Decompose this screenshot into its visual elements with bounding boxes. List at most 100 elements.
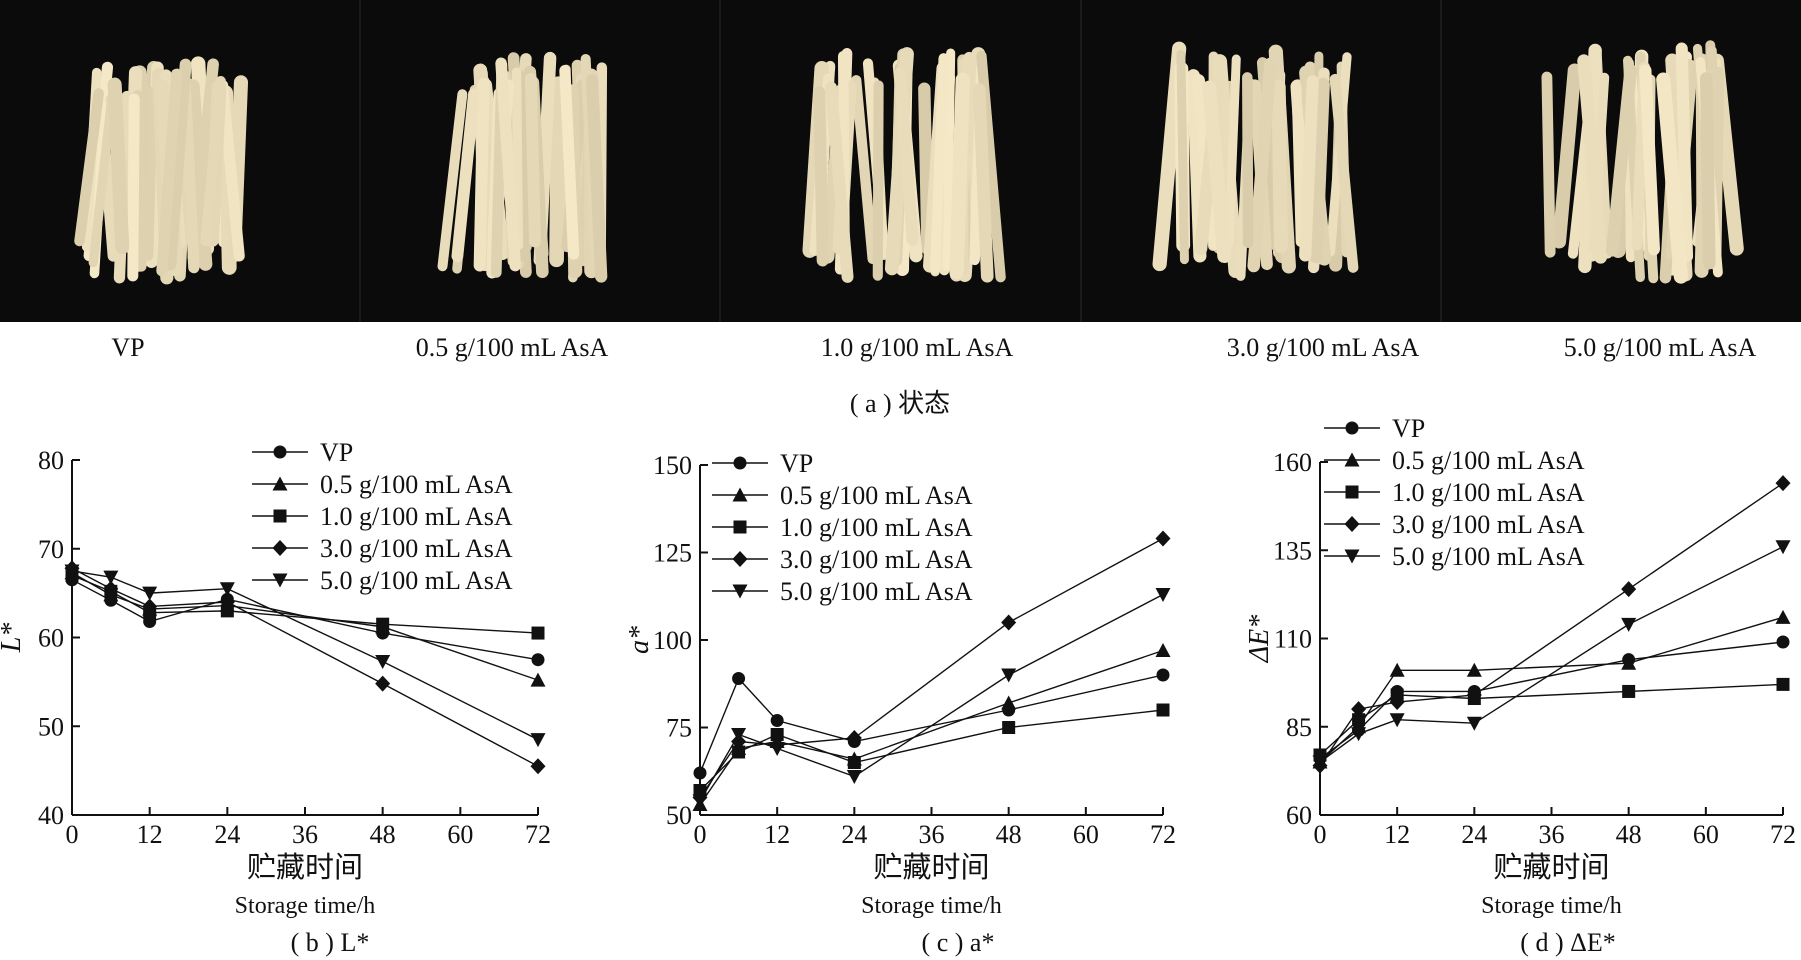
series-1 (1312, 609, 1791, 769)
data-point-square (1002, 721, 1016, 734)
series-line (1319, 683, 1784, 756)
legend-label: 5.0 g/100 mL AsA (780, 577, 973, 606)
data-point-triangle-down (142, 586, 158, 601)
x-tick-label: 72 (1150, 820, 1176, 849)
legend-label: 3.0 g/100 mL AsA (780, 545, 973, 574)
legend-item: VP (1324, 414, 1425, 443)
x-tick-label: 72 (1770, 820, 1796, 849)
potato-strip (548, 76, 566, 268)
data-point-triangle-down (1155, 588, 1171, 602)
data-point-square (1156, 703, 1170, 717)
y-tick-label: 150 (653, 451, 692, 480)
photo-label-1-0: 1.0 g/100 mL AsA (820, 333, 1014, 362)
photo-5-0-asa (1440, 0, 1801, 322)
photo-strip (0, 0, 1801, 322)
potato-strip (1639, 64, 1661, 256)
data-point-diamond (1389, 694, 1405, 711)
data-point-triangle-down (732, 584, 748, 599)
data-point-diamond (1466, 686, 1482, 703)
data-point-circle (531, 653, 545, 667)
data-point-triangle-up (1621, 655, 1637, 670)
data-point-diamond (142, 598, 158, 615)
x-axis-label-en: Storage time/h (235, 893, 376, 919)
x-tick-label: 60 (1693, 820, 1719, 849)
photo-label-vp: VP (111, 333, 145, 362)
data-point-triangle-down (103, 570, 119, 585)
series-1 (692, 643, 1171, 811)
potato-strip (88, 93, 117, 268)
legend-label: 1.0 g/100 mL AsA (320, 502, 513, 531)
data-point-triangle-down (1466, 716, 1482, 731)
x-tick-label: 24 (214, 820, 240, 849)
data-point-triangle-down (1001, 668, 1017, 683)
data-point-diamond (1621, 581, 1637, 598)
potato-strip (872, 80, 884, 281)
data-point-square (732, 745, 746, 759)
potato-strip (585, 74, 607, 283)
series-2 (693, 703, 1170, 797)
data-point-circle (733, 456, 747, 470)
potato-strips-image (1152, 41, 1359, 281)
data-point-square (770, 728, 784, 741)
y-tick-label: 60 (1286, 801, 1312, 830)
data-point-diamond (1344, 516, 1360, 532)
x-tick-label: 48 (370, 820, 396, 849)
legend-item: 5.0 g/100 mL AsA (1324, 542, 1585, 571)
potato-strip (825, 81, 854, 283)
data-point-circle (770, 714, 784, 727)
series-line (71, 570, 539, 741)
data-point-triangle-down (375, 654, 391, 669)
data-point-diamond (1351, 701, 1367, 718)
legend-label: 0.5 g/100 mL AsA (320, 470, 513, 499)
data-point-circle (1345, 421, 1359, 435)
data-point-square (273, 509, 287, 523)
potato-strip (1577, 54, 1608, 264)
x-tick-label: 72 (525, 820, 551, 849)
legend-label: 0.5 g/100 mL AsA (780, 481, 973, 510)
potato-strips-image (74, 56, 249, 285)
potato-strips-image (1541, 40, 1745, 284)
y-tick-label: 50 (38, 712, 64, 741)
series-line (71, 567, 539, 767)
legend-item: 0.5 g/100 mL AsA (252, 470, 513, 499)
potato-strip (1676, 42, 1694, 263)
data-point-triangle-down (64, 564, 80, 579)
data-point-triangle-down (846, 770, 862, 784)
legend-label: 0.5 g/100 mL AsA (1392, 446, 1585, 475)
series-4 (1312, 540, 1791, 770)
x-axis-label-en: Storage time/h (1481, 893, 1622, 919)
photo-3-0-asa (1079, 0, 1441, 322)
x-tick-label: 48 (996, 820, 1022, 849)
x-tick-label: 60 (447, 820, 473, 849)
data-point-square (733, 520, 747, 534)
x-axis-label: 贮藏时间 (247, 850, 363, 884)
potato-strips-image (437, 51, 607, 283)
y-tick-label: 160 (1273, 448, 1312, 477)
y-tick-label: 60 (38, 624, 64, 653)
potato-strip (949, 72, 971, 280)
series-0 (693, 668, 1170, 780)
photo-label-3-0: 3.0 g/100 mL AsA (1226, 333, 1420, 362)
series-line (699, 649, 1164, 805)
potato-strip (973, 83, 994, 283)
x-tick-label: 0 (66, 820, 79, 849)
photo-vp (0, 0, 359, 322)
series-line (699, 537, 1164, 798)
legend-label: VP (1392, 414, 1425, 443)
potato-strip (1298, 75, 1319, 262)
potato-strip (524, 72, 541, 248)
data-point-triangle-down (272, 573, 288, 588)
data-point-square (1352, 713, 1366, 727)
x-tick-label: 60 (1073, 820, 1099, 849)
legend-item: 0.5 g/100 mL AsA (1324, 446, 1585, 475)
y-axis-label: L* (0, 623, 27, 654)
potato-strip (1700, 72, 1716, 270)
data-point-triangle-up (272, 476, 288, 491)
potato-strip (1241, 72, 1254, 249)
data-point-triangle-down (692, 794, 708, 809)
data-point-diamond (375, 675, 391, 692)
x-tick-label: 24 (841, 820, 867, 849)
potato-strip (1329, 73, 1359, 273)
series-4 (64, 564, 546, 748)
